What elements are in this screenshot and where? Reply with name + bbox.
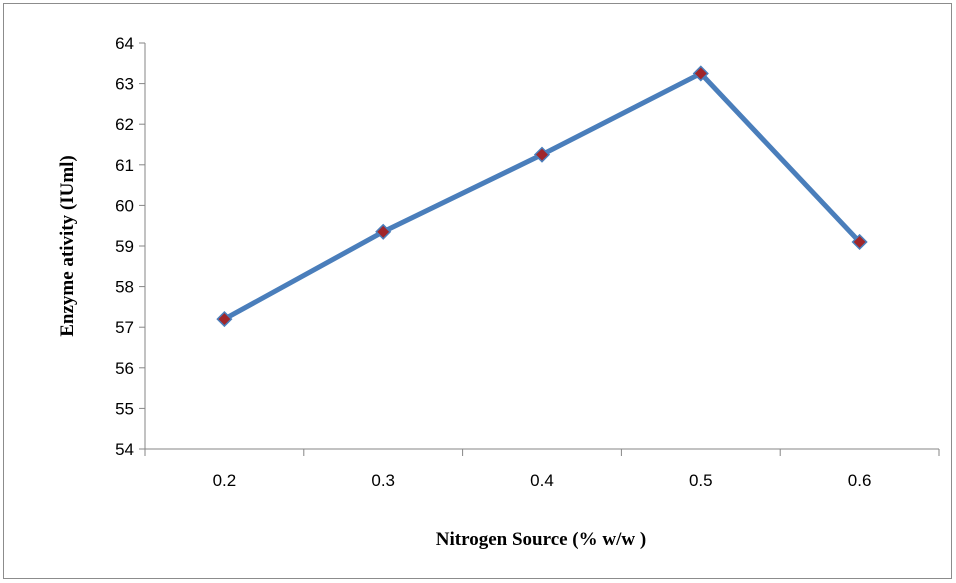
- y-tick-label: 60: [115, 196, 134, 215]
- x-tick-label: 0.4: [530, 471, 554, 490]
- data-point-marker: [533, 146, 551, 163]
- series-line: [221, 70, 863, 322]
- y-tick-label: 58: [115, 278, 134, 297]
- data-point-marker: [692, 65, 709, 82]
- y-tick-label: 57: [115, 318, 134, 337]
- x-axis-ticks: 0.2 0.3 0.4 0.5 0.6: [144, 449, 940, 490]
- y-tick-label: 59: [115, 237, 134, 256]
- y-tick-label: 64: [115, 34, 134, 53]
- y-tick-label: 56: [115, 359, 134, 378]
- y-tick-label: 54: [115, 440, 134, 459]
- x-tick-label: 0.5: [689, 471, 713, 490]
- x-tick-label: 0.2: [213, 471, 237, 490]
- y-tick-label: 62: [115, 115, 134, 134]
- y-tick-label: 63: [115, 75, 134, 94]
- data-point-marker: [375, 223, 392, 240]
- series-group: [216, 65, 868, 328]
- data-point-marker: [216, 311, 233, 328]
- data-point-marker: [851, 233, 868, 251]
- y-axis-ticks: 54 55 56 57 58 59 60 61 62 63 64: [115, 34, 145, 459]
- chart-frame: [3, 3, 952, 579]
- y-axis-title: Enzyme ativity (IUml): [57, 155, 78, 337]
- x-axis-title: Nitrogen Source (% w/w ): [436, 529, 646, 550]
- y-tick-label: 61: [115, 156, 134, 175]
- y-tick-label: 55: [115, 399, 134, 418]
- x-tick-label: 0.6: [848, 471, 872, 490]
- x-tick-label: 0.3: [371, 471, 395, 490]
